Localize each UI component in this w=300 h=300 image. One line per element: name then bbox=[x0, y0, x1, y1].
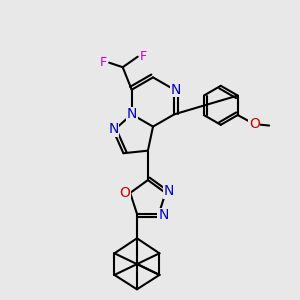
Text: N: N bbox=[108, 122, 118, 136]
Text: N: N bbox=[127, 107, 137, 121]
Text: O: O bbox=[249, 117, 260, 131]
Text: N: N bbox=[171, 83, 181, 97]
Text: F: F bbox=[100, 56, 107, 69]
Text: O: O bbox=[119, 186, 130, 200]
Text: F: F bbox=[140, 50, 147, 63]
Text: N: N bbox=[158, 208, 169, 222]
Text: N: N bbox=[164, 184, 174, 198]
